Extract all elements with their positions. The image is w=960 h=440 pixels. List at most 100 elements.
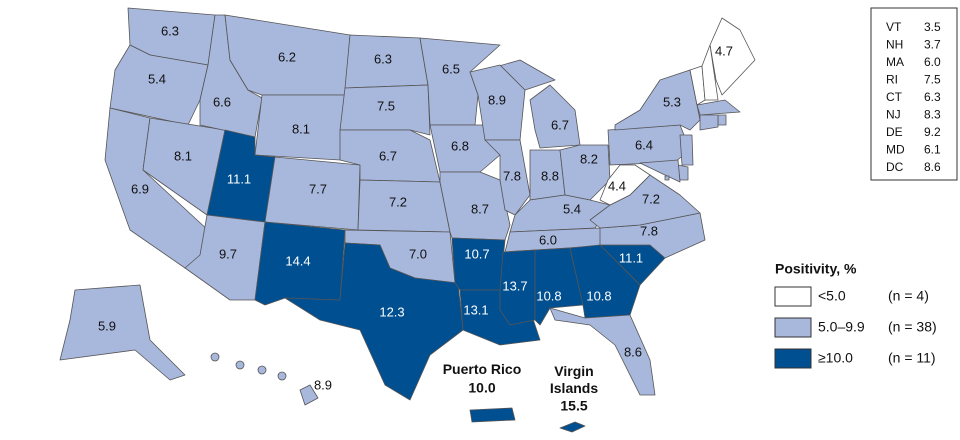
table-state: DC <box>886 160 904 174</box>
legend-count: (n = 38) <box>888 319 937 335</box>
table-state: MA <box>886 55 904 69</box>
state-value: 7.8 <box>503 168 521 183</box>
island <box>235 360 245 370</box>
territory-value: 15.5 <box>560 398 587 414</box>
table-state: CT <box>886 90 903 104</box>
state-value: 5.4 <box>563 201 581 216</box>
state-shape <box>599 164 651 206</box>
state-value: 8.7 <box>471 201 489 216</box>
state-value: 7.0 <box>409 246 427 261</box>
state-value: 7.2 <box>642 191 660 206</box>
state-value: 8.8 <box>541 168 559 183</box>
legend-title: Positivity, % <box>775 261 857 277</box>
state-shape <box>549 307 656 396</box>
table-value: 7.5 <box>924 73 941 87</box>
state-value: 6.3 <box>161 23 179 38</box>
state-value: 6.3 <box>374 51 392 66</box>
state-value: 11.1 <box>619 250 643 265</box>
state-value: 5.4 <box>148 71 166 86</box>
state-shape <box>299 384 319 406</box>
state-value: 6.6 <box>213 94 231 109</box>
table-value: 6.3 <box>924 90 941 104</box>
state-value: 8.9 <box>314 377 332 392</box>
legend-swatch <box>774 348 812 369</box>
legend-label: 5.0–9.9 <box>818 319 865 335</box>
state-shape <box>701 44 719 101</box>
state-value: 14.4 <box>285 253 310 268</box>
table-value: 3.7 <box>924 38 941 52</box>
state-value: 6.4 <box>635 137 653 152</box>
state-value: 4.4 <box>608 178 626 193</box>
state-value: 10.7 <box>464 246 489 261</box>
state-value: 13.7 <box>502 278 527 293</box>
legend-swatch <box>774 286 812 307</box>
state-value: 13.1 <box>463 302 488 317</box>
state-value: 5.9 <box>98 318 116 333</box>
legend-label: <5.0 <box>818 288 846 304</box>
inset-table <box>870 7 958 181</box>
state-shape <box>717 114 727 126</box>
territory-label: Virgin Islands <box>550 363 598 396</box>
state-value: 6.7 <box>551 117 569 132</box>
table-value: 9.2 <box>924 125 941 139</box>
table-state: DE <box>886 125 903 139</box>
island <box>257 365 267 375</box>
state-shape <box>696 99 741 116</box>
state-value: 6.5 <box>442 61 460 76</box>
state-shape <box>284 242 464 401</box>
island <box>277 371 287 381</box>
table-state: NH <box>886 38 903 52</box>
state-value: 12.3 <box>379 304 404 319</box>
table-state: VT <box>886 20 902 34</box>
state-value: 7.8 <box>640 223 658 238</box>
state-shape <box>639 159 681 183</box>
state-value: 8.1 <box>292 121 310 136</box>
state-value: 6.9 <box>131 181 149 196</box>
legend-count: (n = 4) <box>888 288 929 304</box>
territory-name-2: Islands <box>550 380 598 396</box>
state-value: 7.2 <box>389 194 407 209</box>
table-state: RI <box>886 73 898 87</box>
legend-label: ≥10.0 <box>818 350 853 366</box>
state-value: 8.2 <box>580 151 598 166</box>
state-value: 7.7 <box>309 181 327 196</box>
territory-shape <box>559 421 586 433</box>
territory-name: Puerto Rico <box>443 361 522 377</box>
state-shape <box>109 44 209 126</box>
state-value: 7.5 <box>377 98 395 113</box>
state-value: 11.1 <box>227 171 251 186</box>
state-value: 6.0 <box>539 232 557 247</box>
island <box>210 352 220 362</box>
table-state: MD <box>886 143 905 157</box>
state-shape <box>709 17 756 96</box>
table-value: 6.1 <box>924 143 941 157</box>
state-value: 10.8 <box>586 288 611 303</box>
territory-label: Puerto Rico <box>443 361 522 377</box>
state-value: 8.1 <box>174 148 192 163</box>
state-value: 8.9 <box>488 92 506 107</box>
territory-value: 10.0 <box>468 380 495 396</box>
state-shape <box>339 84 431 136</box>
state-shape <box>664 175 670 181</box>
table-value: 6.0 <box>924 55 941 69</box>
legend-swatch <box>774 317 812 338</box>
state-shape <box>614 69 701 131</box>
table-state: NJ <box>886 108 901 122</box>
table-value: 8.3 <box>924 108 941 122</box>
state-shape <box>484 139 531 216</box>
state-value: 6.2 <box>278 49 296 64</box>
territory-shape <box>469 407 516 423</box>
state-value: 5.3 <box>663 94 681 109</box>
table-value: 3.5 <box>924 20 941 34</box>
state-shape <box>679 134 694 166</box>
state-value: 6.7 <box>379 148 397 163</box>
state-shape <box>429 124 501 173</box>
state-shape <box>699 114 719 131</box>
state-value: 8.6 <box>624 344 642 359</box>
state-value: 6.8 <box>451 138 469 153</box>
state-value: 4.7 <box>715 43 733 58</box>
state-value: 10.8 <box>536 288 561 303</box>
territory-name: Virgin <box>554 363 593 379</box>
state-shape <box>419 37 501 126</box>
